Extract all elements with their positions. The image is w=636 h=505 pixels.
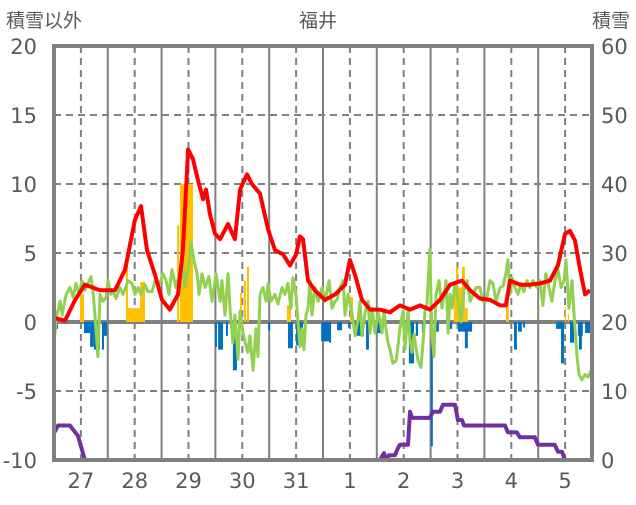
x-tick-label: 27 [68, 469, 95, 493]
right-tick-label: 30 [601, 242, 628, 266]
left-axis-label: 積雪以外 [6, 10, 82, 32]
blue-bar [348, 322, 351, 328]
left-tick-label: 5 [24, 242, 37, 266]
chart-title: 福井 [299, 10, 337, 32]
x-tick-label: 3 [451, 469, 464, 493]
blue-bar [556, 322, 564, 329]
blue-bar [101, 322, 104, 350]
blue-bar [321, 322, 330, 342]
orange-bar [240, 293, 242, 322]
plot-border [52, 44, 594, 462]
blue-bar [585, 322, 592, 334]
blue-bar [570, 322, 575, 343]
left-tick-label: -10 [3, 449, 37, 473]
left-tick-label: 10 [10, 173, 37, 197]
right-tick-label: 50 [601, 104, 628, 128]
blue-bar [90, 322, 94, 347]
blue-bar [84, 322, 91, 334]
orange-bar [127, 308, 141, 322]
orange-bar [247, 266, 250, 322]
x-tick-label: 4 [505, 469, 518, 493]
x-tick-label: 28 [121, 469, 148, 493]
blue-bar [430, 322, 433, 447]
blue-bar [464, 322, 468, 349]
blue-bar [218, 322, 224, 350]
x-tick-label: 30 [229, 469, 256, 493]
right-tick-label: 40 [601, 173, 628, 197]
right-tick-label: 20 [601, 311, 628, 335]
green-series-line [52, 240, 593, 382]
orange-bar [243, 280, 246, 322]
orange-bar [80, 294, 85, 322]
blue-bar [522, 322, 525, 328]
orange-bar [140, 281, 146, 322]
gridlines [54, 46, 592, 460]
blue-bar [415, 322, 419, 336]
blue-bar [518, 322, 522, 332]
blue-bar [288, 322, 293, 349]
blue-bar [232, 322, 237, 371]
orange-bar [564, 306, 566, 322]
right-tick-label: 60 [601, 35, 628, 59]
left-tick-label: 20 [10, 35, 37, 59]
x-tick-label: 31 [283, 469, 310, 493]
x-tick-label: 5 [558, 469, 571, 493]
plot-frame [52, 44, 594, 462]
x-tick-label: 2 [397, 469, 410, 493]
blue-bar [355, 322, 365, 336]
x-tick-label: 1 [343, 469, 356, 493]
blue-bar [375, 322, 382, 334]
right-tick-label: 10 [601, 380, 628, 404]
blue-bar [329, 322, 332, 343]
blue-bar [561, 322, 564, 364]
blue-bar [214, 322, 217, 347]
orange-bar [464, 308, 468, 322]
right-axis-label: 積雪 [592, 10, 630, 32]
left-tick-label: 15 [10, 104, 37, 128]
orange-bar [453, 283, 456, 322]
right-tick-label: 0 [601, 449, 614, 473]
series-lines [52, 147, 593, 462]
x-tick-label: 29 [175, 469, 202, 493]
purple-series-line [52, 402, 592, 462]
blue-bar [578, 322, 582, 350]
left-tick-label: 0 [24, 311, 37, 335]
blue-bar [225, 322, 228, 336]
orange-bar [286, 305, 291, 322]
blue-bar [103, 322, 107, 336]
blue-bar [337, 322, 343, 331]
orange-bar [567, 313, 569, 322]
blue-bar [448, 322, 453, 329]
blue-bar [366, 322, 369, 350]
blue-bar [434, 322, 439, 332]
red-series-line [53, 147, 592, 323]
orange-bar [505, 301, 509, 322]
left-tick-label: -5 [16, 380, 37, 404]
blue-bar [513, 322, 517, 350]
blue-bar [268, 322, 271, 331]
